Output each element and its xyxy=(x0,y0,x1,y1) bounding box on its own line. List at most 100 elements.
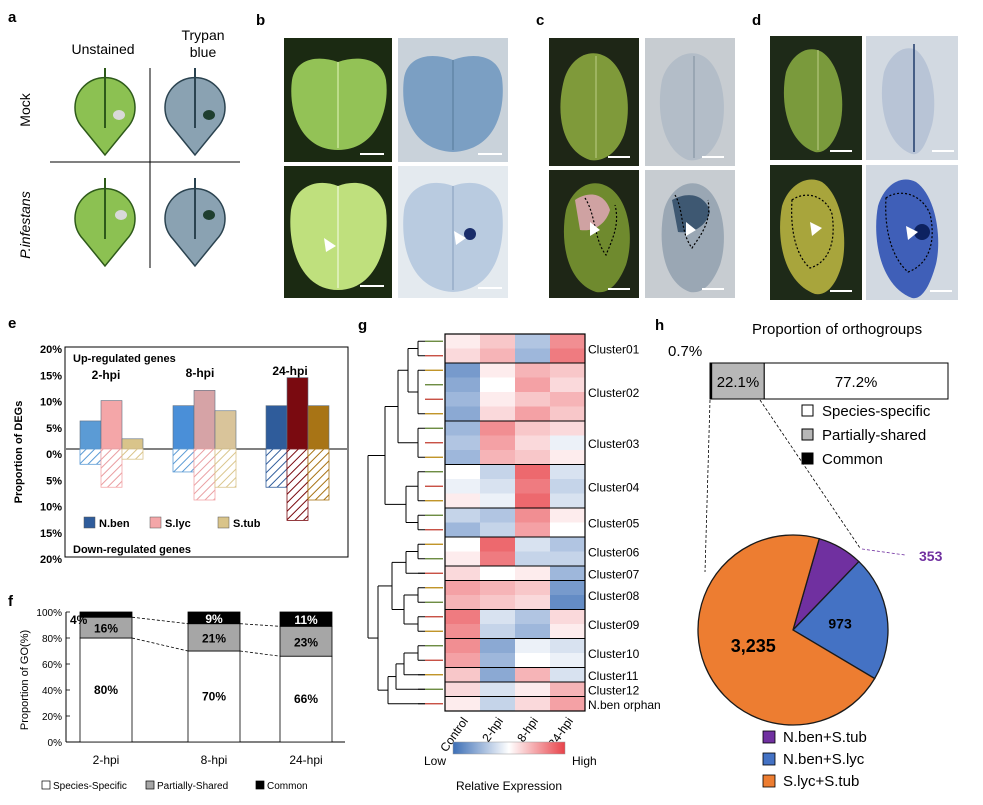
g-heat-cell xyxy=(480,595,515,610)
e-legend-label: S.tub xyxy=(233,518,261,530)
leaf-mock-trypan xyxy=(164,68,226,157)
photo-d-pinf-trypan xyxy=(866,165,958,300)
g-heat-cell xyxy=(550,508,585,523)
photo-c-pinf-trypan xyxy=(645,170,735,298)
g-heat-cell xyxy=(480,406,515,422)
g-dendrogram xyxy=(367,340,443,705)
h-pie-legend-label: N.ben+S.lyc xyxy=(783,751,865,768)
e-y-tick-label: 5% xyxy=(46,475,62,487)
e-bar-down xyxy=(79,448,102,465)
g-heat-cell xyxy=(480,479,515,494)
g-heat-cell xyxy=(445,667,480,683)
g-heat-cell xyxy=(445,450,480,465)
e-frame xyxy=(64,346,349,558)
h-stacked-bar: 22.1% 77.2% xyxy=(709,362,949,400)
h-callout-line xyxy=(861,548,906,556)
e-bar-down xyxy=(100,448,123,488)
g-heat-cell xyxy=(515,667,550,683)
e-y-ticks: 20% 15% 10% 5% 0% 5% 10% 15% 20% xyxy=(40,344,62,566)
f-bar-segment xyxy=(187,650,241,743)
e-category-label: 8-hpi xyxy=(186,366,215,380)
e-y-tick-label: 0% xyxy=(46,449,62,461)
f-category-label: 2-hpi xyxy=(93,753,120,767)
panel-d: d xyxy=(752,12,958,300)
g-heat-cell xyxy=(480,421,515,436)
g-heat-cell xyxy=(445,566,480,581)
g-heat-cell xyxy=(445,464,480,480)
g-heat-cell xyxy=(550,392,585,407)
f-label-common: 4% xyxy=(70,613,88,627)
photo-d-pinf-unstained xyxy=(770,165,862,300)
g-cluster-label: Cluster08 xyxy=(588,589,640,603)
f-legend-label: Partially-Shared xyxy=(157,781,228,792)
g-heat-cell xyxy=(550,348,585,364)
g-heat-cell xyxy=(515,595,550,610)
g-cluster-label: Cluster02 xyxy=(588,386,640,400)
col-unstained-label: Unstained xyxy=(71,41,134,57)
panel-g-label: g xyxy=(358,317,367,334)
h-bar-legend-label: Common xyxy=(822,451,883,468)
g-heat-cell xyxy=(550,566,585,581)
g-heat-cell xyxy=(515,508,550,523)
g-heat-cell xyxy=(480,653,515,668)
e-ylabel: Proportion of DEGs xyxy=(13,401,25,504)
g-color-scale xyxy=(452,741,566,755)
g-heat-cell xyxy=(550,696,585,712)
g-heat-cell xyxy=(550,667,585,683)
f-legend-swatch xyxy=(255,780,265,790)
panel-e-label: e xyxy=(8,315,16,332)
h-bar-segment xyxy=(763,362,949,400)
f-bars: 80% 16% 4% 2-hpi 70% 21% 9% 8-hpi 66% 23% 11% 24-hp… xyxy=(70,611,333,767)
e-bars xyxy=(79,377,330,521)
g-heat-cell xyxy=(445,537,480,552)
g-heat-cell xyxy=(550,493,585,509)
e-y-tick-label: 20% xyxy=(40,554,62,566)
panel-c: c xyxy=(536,12,735,298)
f-connector xyxy=(239,650,281,657)
f-label-common: 9% xyxy=(205,612,223,626)
g-heat-cell xyxy=(480,435,515,451)
f-bar-segment xyxy=(279,611,333,627)
g-scale-title: Relative Expression xyxy=(456,779,562,793)
h-bar-legend-swatch xyxy=(801,452,814,465)
e-y-tick-label: 20% xyxy=(40,344,62,356)
f-bar-segment xyxy=(279,655,333,743)
e-down-title: Down-regulated genes xyxy=(73,544,191,556)
h-pie-slice xyxy=(697,534,876,726)
g-heat-cell xyxy=(445,348,480,364)
g-heat-cell xyxy=(550,609,585,625)
photo-c-mock-trypan xyxy=(645,38,735,166)
g-heat-cell xyxy=(480,638,515,654)
h-common-pct: 0.7% xyxy=(668,343,702,360)
g-heat-cell xyxy=(480,493,515,509)
f-bar-segment xyxy=(79,637,133,743)
arrowhead-icon xyxy=(810,222,822,236)
f-connector xyxy=(131,637,189,652)
g-heat-cell xyxy=(480,580,515,596)
g-heat-cell xyxy=(445,624,480,639)
e-up-title: Up-regulated genes xyxy=(73,353,176,365)
photo-c-mock-unstained xyxy=(549,38,639,166)
g-cluster-label: N.ben orphan xyxy=(588,698,661,712)
g-heat-cell xyxy=(550,464,585,480)
e-bar-up xyxy=(172,405,195,450)
g-heat-cell xyxy=(445,435,480,451)
g-heat-cell xyxy=(445,696,480,712)
h-pie-label: 353 xyxy=(919,548,943,564)
g-heat-cell xyxy=(515,537,550,552)
f-label-partially-shared: 23% xyxy=(294,635,318,649)
g-heat-cell xyxy=(550,595,585,610)
g-heat-cell xyxy=(480,551,515,567)
g-heat-cell xyxy=(445,522,480,538)
g-heat-cell xyxy=(515,479,550,494)
f-label-common: 11% xyxy=(294,613,318,627)
h-bar-label: 77.2% xyxy=(835,374,878,391)
f-connector xyxy=(131,616,189,625)
g-heat-cell xyxy=(550,479,585,494)
g-cluster-label: Cluster06 xyxy=(588,546,640,560)
g-heat-cell xyxy=(480,667,515,683)
g-heat-cell xyxy=(445,638,480,654)
g-heat-cell xyxy=(480,392,515,407)
e-bar-down xyxy=(193,448,216,501)
g-heat-cell xyxy=(515,348,550,364)
